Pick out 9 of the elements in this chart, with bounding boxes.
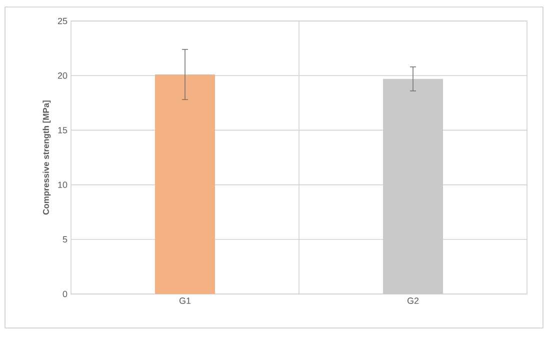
y-tick-label: 0 (62, 290, 68, 298)
x-tick-label: G2 (407, 298, 419, 304)
y-axis-title: Compressive strength [MPa] (42, 100, 51, 215)
y-tick-label: 15 (58, 127, 68, 134)
y-tick-label: 10 (58, 182, 68, 188)
y-tick-label: 25 (58, 18, 68, 24)
y-tick-label: 5 (62, 236, 68, 243)
y-tick-label: 20 (58, 72, 68, 79)
x-tick-label: G1 (179, 298, 191, 304)
